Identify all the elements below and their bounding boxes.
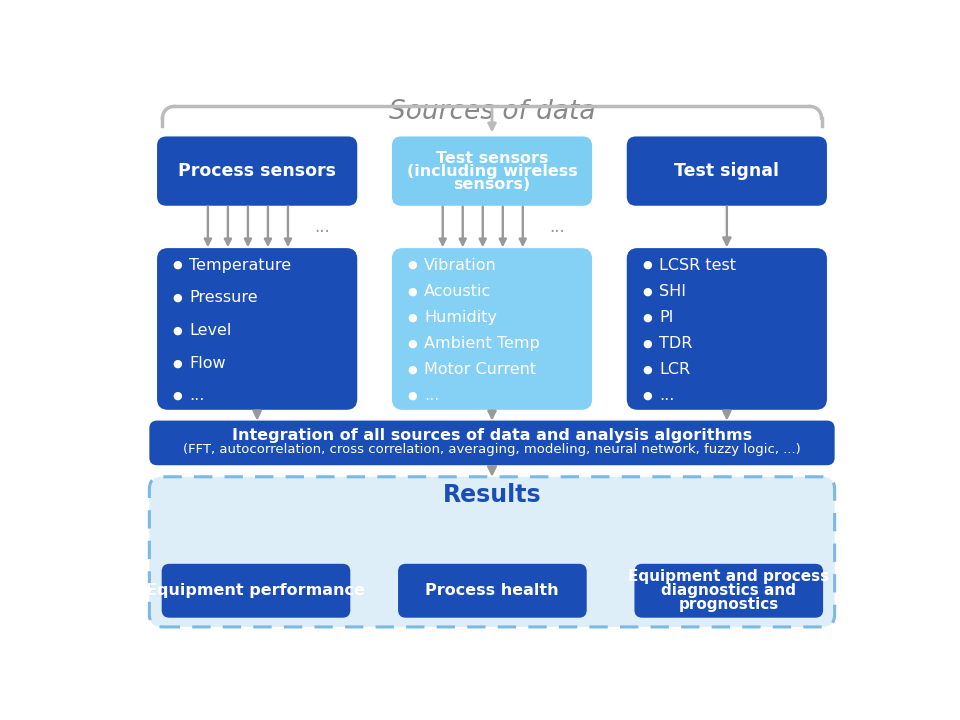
Text: ●: ● xyxy=(172,391,182,401)
Text: ●: ● xyxy=(407,338,417,348)
Text: ●: ● xyxy=(172,325,182,336)
Text: diagnostics and: diagnostics and xyxy=(660,583,796,598)
Text: ●: ● xyxy=(642,338,652,348)
Text: ●: ● xyxy=(407,260,417,270)
Text: ●: ● xyxy=(407,391,417,401)
Text: ●: ● xyxy=(407,312,417,323)
Text: Ambient Temp: Ambient Temp xyxy=(424,336,540,351)
Text: ●: ● xyxy=(407,365,417,374)
Text: ●: ● xyxy=(172,260,182,270)
Text: Humidity: Humidity xyxy=(424,310,497,325)
Text: ...: ... xyxy=(189,388,204,403)
FancyBboxPatch shape xyxy=(150,420,834,465)
Text: Level: Level xyxy=(189,323,231,338)
Text: ●: ● xyxy=(642,260,652,270)
Text: TDR: TDR xyxy=(660,336,692,351)
FancyBboxPatch shape xyxy=(392,248,592,410)
Text: Sources of data: Sources of data xyxy=(389,99,595,125)
FancyBboxPatch shape xyxy=(161,564,350,618)
FancyBboxPatch shape xyxy=(392,137,592,206)
Text: prognostics: prognostics xyxy=(679,597,779,612)
Text: ●: ● xyxy=(407,287,417,296)
Text: Equipment performance: Equipment performance xyxy=(146,583,365,598)
Text: Test sensors: Test sensors xyxy=(436,150,548,166)
Text: sensors): sensors) xyxy=(453,176,531,192)
FancyBboxPatch shape xyxy=(635,564,823,618)
Text: ●: ● xyxy=(642,312,652,323)
Text: Pressure: Pressure xyxy=(189,290,258,305)
Text: ...: ... xyxy=(549,218,564,236)
Text: Test signal: Test signal xyxy=(674,162,780,180)
Text: Equipment and process: Equipment and process xyxy=(628,570,828,585)
Text: ●: ● xyxy=(642,391,652,401)
Text: Process health: Process health xyxy=(425,583,559,598)
Text: (FFT, autocorrelation, cross correlation, averaging, modeling, neural network, f: (FFT, autocorrelation, cross correlation… xyxy=(183,444,801,456)
Text: ...: ... xyxy=(314,218,330,236)
Text: (including wireless: (including wireless xyxy=(407,163,577,179)
Text: Motor Current: Motor Current xyxy=(424,362,537,377)
Text: ...: ... xyxy=(660,388,675,403)
Text: ●: ● xyxy=(172,293,182,303)
Text: Results: Results xyxy=(443,483,541,508)
FancyBboxPatch shape xyxy=(157,137,357,206)
FancyBboxPatch shape xyxy=(627,248,827,410)
Text: Temperature: Temperature xyxy=(189,258,292,273)
Text: ●: ● xyxy=(642,365,652,374)
Text: Integration of all sources of data and analysis algorithms: Integration of all sources of data and a… xyxy=(232,428,752,444)
Text: Acoustic: Acoustic xyxy=(424,284,492,299)
Text: SHI: SHI xyxy=(660,284,686,299)
Text: PI: PI xyxy=(660,310,674,325)
FancyBboxPatch shape xyxy=(157,248,357,410)
Text: ●: ● xyxy=(642,287,652,296)
FancyBboxPatch shape xyxy=(627,137,827,206)
Text: Flow: Flow xyxy=(189,356,226,371)
Text: Process sensors: Process sensors xyxy=(179,162,336,180)
Text: ...: ... xyxy=(424,388,440,403)
Text: LCR: LCR xyxy=(660,362,690,377)
Text: Vibration: Vibration xyxy=(424,258,497,273)
FancyBboxPatch shape xyxy=(150,477,834,627)
FancyBboxPatch shape xyxy=(398,564,587,618)
Text: ●: ● xyxy=(172,359,182,368)
Text: LCSR test: LCSR test xyxy=(660,258,736,273)
